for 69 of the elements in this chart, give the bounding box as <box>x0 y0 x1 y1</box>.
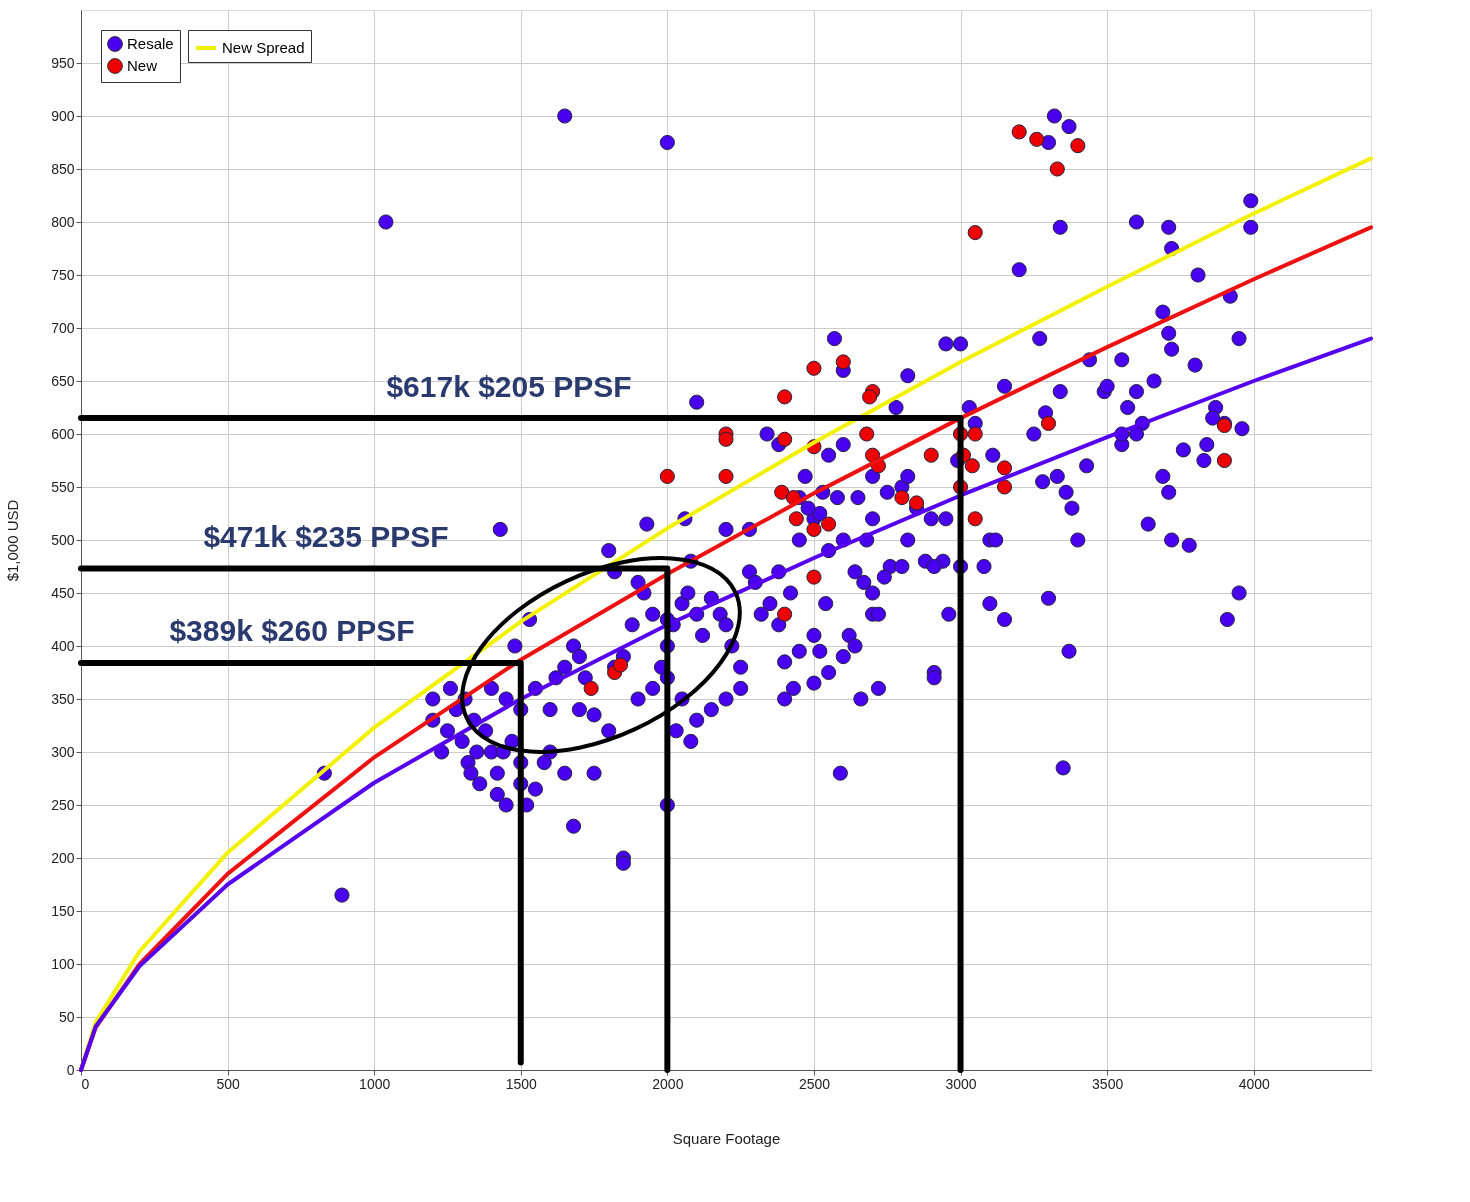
point <box>777 431 793 447</box>
y-tick-label: 350 <box>51 690 75 707</box>
x-tick-label: 500 <box>216 1075 240 1092</box>
point <box>909 495 925 511</box>
y-tick-label: 0 <box>66 1061 75 1078</box>
point <box>894 490 910 506</box>
y-tick-label: 600 <box>51 425 75 442</box>
y-tick-label: 950 <box>51 54 75 71</box>
point <box>806 569 822 585</box>
point <box>967 511 983 527</box>
legend-label: New Spread <box>222 39 305 56</box>
point <box>862 389 878 405</box>
y-tick-label: 200 <box>51 849 75 866</box>
point <box>859 426 875 442</box>
point <box>777 606 793 622</box>
x-tick-label: 1500 <box>505 1075 538 1092</box>
x-tick-label: 2000 <box>652 1075 684 1092</box>
y-tick-label: 750 <box>51 266 75 283</box>
point <box>1216 452 1232 469</box>
point <box>718 468 734 484</box>
point <box>835 354 851 370</box>
point <box>659 468 675 484</box>
x-tick-label: 2500 <box>798 1075 831 1092</box>
annotation: $389k $260 PPSF <box>169 614 415 647</box>
legend-label: Resale <box>127 35 174 52</box>
x-tick-label: 1000 <box>359 1075 391 1092</box>
y-axis-title: $1,000 USD <box>4 499 22 582</box>
point <box>583 680 599 696</box>
y-tick-label: 100 <box>51 955 75 972</box>
x-tick-label: 0 <box>81 1075 90 1092</box>
y-tick-label: 900 <box>51 107 75 124</box>
point <box>718 431 734 447</box>
y-tick-label: 650 <box>51 372 75 389</box>
y-tick-label: 450 <box>51 584 75 601</box>
y-tick-label: 50 <box>58 1008 75 1025</box>
point <box>821 516 837 532</box>
point <box>967 426 983 442</box>
y-tick-label: 150 <box>51 902 75 919</box>
point <box>996 479 1013 495</box>
x-tick-label: 4000 <box>1238 1075 1271 1092</box>
point <box>923 447 939 463</box>
x-axis-title: Square Footage <box>672 1129 781 1147</box>
y-tick-label: 800 <box>51 213 75 230</box>
point <box>788 511 804 527</box>
y-tick-label: 500 <box>51 531 75 548</box>
point <box>806 521 822 537</box>
point <box>806 360 822 376</box>
x-tick-label: 3000 <box>945 1075 977 1092</box>
annotation: $617k $205 PPSF <box>386 370 632 403</box>
legend-label: New <box>127 57 158 74</box>
point <box>774 484 790 500</box>
point <box>1011 124 1027 140</box>
y-tick-label: 550 <box>51 478 75 495</box>
point <box>1070 138 1086 154</box>
point <box>1040 415 1057 431</box>
point <box>996 460 1013 476</box>
y-tick-label: 700 <box>51 319 75 336</box>
y-tick-label: 250 <box>51 796 75 813</box>
point <box>1049 161 1065 177</box>
point <box>967 225 983 241</box>
point <box>777 389 793 405</box>
point <box>964 458 980 474</box>
point <box>1029 131 1045 147</box>
point <box>612 657 629 673</box>
y-tick-label: 850 <box>51 160 75 177</box>
annotation: $471k $235 PPSF <box>203 520 449 553</box>
y-tick-label: 400 <box>51 637 75 654</box>
y-tick-label: 300 <box>51 743 75 760</box>
x-tick-label: 3500 <box>1092 1075 1124 1092</box>
